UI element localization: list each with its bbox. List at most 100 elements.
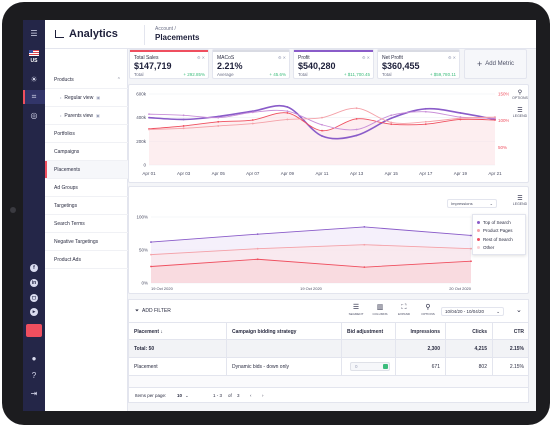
youtube-icon[interactable]: ▸ — [30, 308, 38, 316]
metric-card-tools-icon[interactable]: ⚙ ✕ — [277, 55, 286, 60]
legend-button[interactable]: ☰ LEGEND — [510, 195, 530, 206]
x-tick-label: Apr 09 — [281, 171, 295, 176]
data-point — [150, 265, 152, 268]
analytics-icon[interactable]: ⌗ — [23, 90, 45, 104]
dollar-icon[interactable] — [383, 364, 388, 369]
sun-icon[interactable]: ☀ — [30, 74, 38, 84]
options-label: OPTIONS — [421, 312, 435, 316]
sidebar-item-product-ads[interactable]: Product Ads — [45, 251, 128, 269]
data-point — [251, 122, 254, 125]
instagram-icon[interactable]: ◻ — [30, 294, 38, 302]
add-filter-button[interactable]: ⏷ ADD FILTER — [135, 308, 171, 314]
series-line-product-pages — [150, 244, 472, 256]
column-header-placement[interactable]: Placement ↓ — [129, 323, 227, 340]
metric-name: Net Profit — [382, 55, 403, 61]
prev-page-icon[interactable]: ‹ — [250, 393, 252, 398]
options-button[interactable]: ⚲ OPTIONS — [417, 303, 439, 316]
sidebar-item-campaigns[interactable]: Campaigns — [45, 143, 128, 161]
legend-button[interactable]: ☰ LEGEND — [510, 107, 530, 118]
metric-select-value: Impressions — [451, 201, 473, 206]
metric-card-profit[interactable]: Profit ⚙ ✕ $540,280 Total + $11,700.45 — [293, 49, 374, 79]
sidebar-item-targetings[interactable]: Targetings — [45, 197, 128, 215]
total-ctr: 2.15% — [509, 345, 524, 352]
legend-item[interactable]: Top of Search — [477, 218, 521, 227]
data-point — [217, 116, 220, 119]
metric-card-total-sales[interactable]: Total Sales ⚙ ✕ $147,719 Total + 292.85% — [129, 49, 209, 79]
chevron-down-icon[interactable]: ⌄ — [185, 393, 189, 398]
metric-card-tools-icon[interactable]: ⚙ ✕ — [447, 55, 456, 60]
page-range: 1 - 3 — [213, 393, 223, 398]
legend-item[interactable]: Product Pages — [477, 227, 521, 236]
sidebar-item-label: Parents view — [64, 112, 94, 119]
data-point — [286, 112, 289, 114]
next-page-icon[interactable]: › — [262, 393, 264, 398]
sidebar-item-negative-targetings[interactable]: Negative Targetings — [45, 233, 128, 251]
impressions-cell: 671 — [396, 358, 446, 375]
metric-select[interactable]: Impressions ⌄ — [447, 199, 497, 208]
segment-button[interactable]: ☰ SEGMENT — [345, 303, 367, 316]
series-area-rest-of-search — [151, 259, 471, 283]
column-header-bid[interactable]: Bid adjustment — [342, 323, 396, 340]
column-header-impressions[interactable]: Impressions — [396, 323, 446, 340]
help-icon[interactable]: ? — [31, 370, 37, 380]
options-button[interactable]: ⚲ OPTIONS — [510, 89, 530, 100]
breadcrumb[interactable]: Account / — [155, 26, 176, 32]
metric-name: Total Sales — [134, 55, 159, 61]
top-header: Analytics Account / Placements — [45, 20, 536, 49]
add-metric-label: Add Metric — [485, 61, 514, 67]
metric-card-tools-icon[interactable]: ⚙ ✕ — [196, 55, 205, 60]
line-chart-panel: 600k 400k 200k 0 150% 100% 50% Apr 01 Apr 03 Apr … — [128, 84, 529, 183]
column-header-clicks[interactable]: Clicks — [446, 323, 493, 340]
metric-value: 2.21% — [217, 61, 243, 71]
sidebar-item-label: Negative Targetings — [54, 238, 99, 245]
metric-card-net-profit[interactable]: Net Profit ⚙ ✕ $360,455 Total + $59,780.… — [377, 49, 460, 79]
sidebar-item-regular-view[interactable]: • Regular view ▣ — [45, 89, 128, 107]
linkedin-icon[interactable]: in — [30, 279, 38, 287]
ctr-cell: 2.15% — [509, 363, 524, 370]
y-tick-label: 50% — [139, 248, 148, 253]
metric-card-macos[interactable]: MACoS ⚙ ✕ 2.21% Average + 45.6% — [212, 49, 290, 79]
sidebar-item-parents-view[interactable]: • Parents view ▣ — [45, 107, 128, 125]
column-header-ctr[interactable]: CTR — [493, 323, 529, 340]
collapse-chevron-icon[interactable]: ⌄ — [516, 307, 522, 314]
data-point — [256, 247, 259, 250]
metric-card-tools-icon[interactable]: ⚙ ✕ — [361, 55, 370, 60]
table-row[interactable]: Placement Dynamic bids - down only 0 671… — [128, 358, 529, 376]
add-metric-button[interactable]: + Add Metric — [464, 49, 527, 79]
facebook-icon[interactable]: f — [30, 264, 38, 272]
placement-cell: Placement — [129, 358, 227, 375]
sidebar-item-ad-groups[interactable]: Ad Groups — [45, 179, 128, 197]
app-screen: ☰ US ☀ ⌗ ◎ f in ◻ ▸ ● ? ⇥ Analytics Acco… — [23, 20, 536, 411]
total-strategy — [227, 340, 342, 357]
sidebar-item-placements[interactable]: Placements — [45, 161, 128, 179]
items-per-page-select[interactable]: 10 — [177, 393, 183, 398]
sidebar-item-search-terms[interactable]: Search Terms — [45, 215, 128, 233]
date-range-value: 10/04/20 - 10/04/20 — [445, 309, 485, 314]
x-tick-label: 20 Oct 2020 — [449, 286, 472, 291]
data-point — [148, 113, 150, 116]
column-header-strategy[interactable]: Campaign bidding strategy — [227, 323, 342, 340]
x-tick-label: Apr 07 — [246, 171, 260, 176]
legend-item[interactable]: Other — [477, 244, 521, 253]
legend-item[interactable]: Rest of Search — [477, 235, 521, 244]
metric-color-bar — [130, 50, 208, 52]
total-bid — [342, 340, 396, 357]
metric-value: $360,455 — [382, 61, 420, 71]
columns-button[interactable]: ▥ COLUMNS — [369, 303, 391, 316]
chevron-up-icon: ⌃ — [116, 76, 121, 83]
date-range-select[interactable]: 10/04/20 - 10/04/20 ⌄ — [441, 307, 504, 316]
chat-button[interactable] — [26, 324, 42, 337]
menu-icon[interactable]: ☰ — [30, 28, 38, 38]
expand-button[interactable]: ⛶ EXPAND — [393, 303, 415, 316]
sidebar-item-portfolios[interactable]: Portfolios — [45, 125, 128, 143]
data-point — [148, 128, 150, 131]
logout-icon[interactable]: ⇥ — [30, 388, 38, 398]
bid-adjustment-input[interactable]: 0 — [350, 362, 390, 371]
info-icon: ▣ — [96, 113, 100, 118]
us-flag-icon[interactable] — [29, 50, 39, 56]
user-icon[interactable]: ● — [31, 353, 37, 363]
x-tick-label: 19 Oct 2020 — [300, 286, 323, 291]
target-icon[interactable]: ◎ — [30, 110, 38, 120]
data-point — [148, 116, 150, 119]
sidebar-item-products[interactable]: Products ⌃ — [45, 71, 128, 89]
